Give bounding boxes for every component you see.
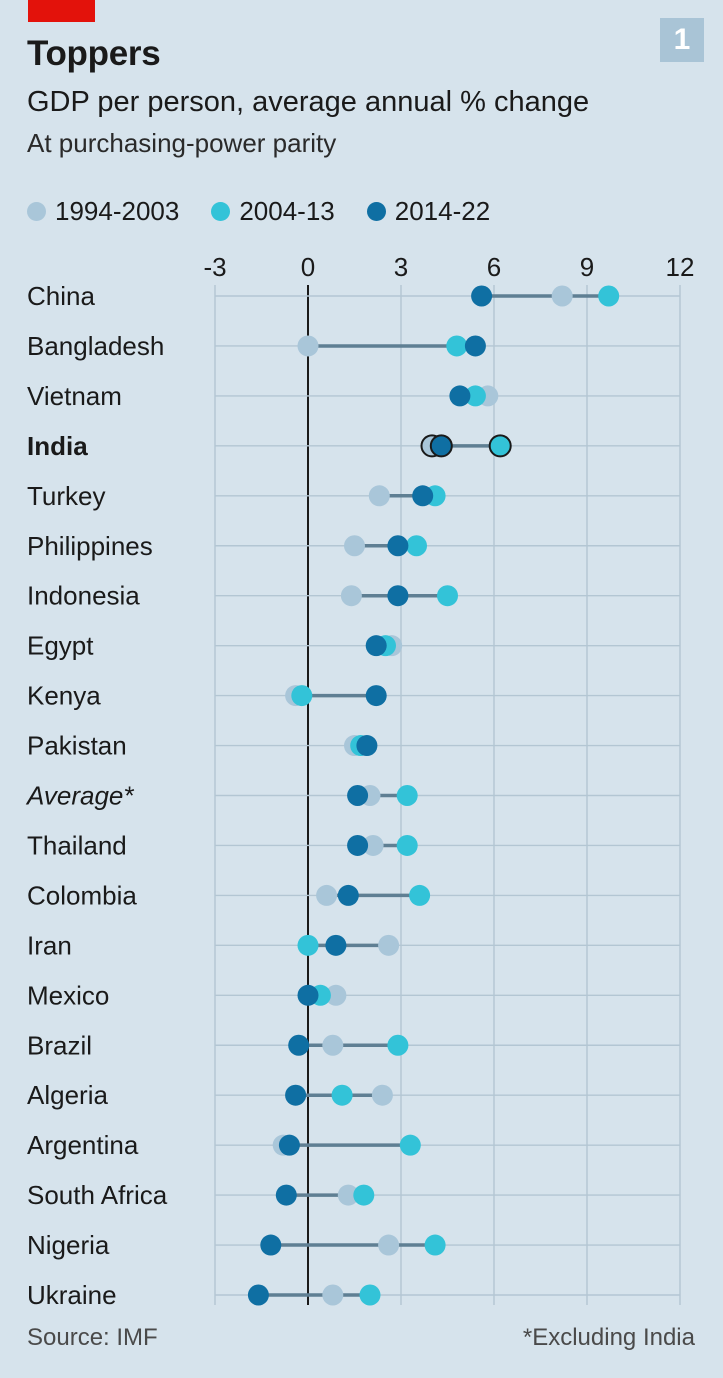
footnote: *Excluding India — [523, 1324, 695, 1352]
category-label: Colombia — [27, 880, 137, 910]
data-point-2004-13 — [406, 535, 427, 556]
category-label: Brazil — [27, 1030, 92, 1060]
data-point-2004-13 — [397, 785, 418, 806]
data-point-2014-22 — [325, 935, 346, 956]
category-label: South Africa — [27, 1180, 168, 1210]
x-tick-label: 6 — [487, 252, 501, 282]
data-point-2014-22 — [298, 985, 319, 1006]
data-point-2014-22 — [347, 785, 368, 806]
category-label: Turkey — [27, 481, 106, 511]
data-point-1994-2003 — [322, 1035, 343, 1056]
category-label: Iran — [27, 930, 72, 960]
data-point-2004-13 — [409, 885, 430, 906]
data-point-1994-2003 — [372, 1085, 393, 1106]
category-label: Thailand — [27, 830, 127, 860]
data-point-2004-13 — [291, 685, 312, 706]
data-point-2004-13 — [437, 585, 458, 606]
data-point-2014-22 — [412, 485, 433, 506]
category-label: Argentina — [27, 1130, 139, 1160]
data-point-2014-22 — [248, 1285, 269, 1306]
data-point-2014-22 — [288, 1035, 309, 1056]
source-note: Source: IMF — [27, 1324, 158, 1352]
x-tick-label: 12 — [666, 252, 695, 282]
category-label: Average* — [25, 781, 134, 811]
data-point-2004-13 — [387, 1035, 408, 1056]
data-point-1994-2003 — [378, 1235, 399, 1256]
category-label: Philippines — [27, 531, 153, 561]
category-label: Algeria — [27, 1080, 108, 1110]
data-point-2014-22 — [387, 535, 408, 556]
data-point-1994-2003 — [316, 885, 337, 906]
data-point-2004-13 — [360, 1285, 381, 1306]
data-point-2014-22 — [279, 1135, 300, 1156]
data-point-2004-13 — [425, 1235, 446, 1256]
data-point-2014-22 — [285, 1085, 306, 1106]
category-label: Vietnam — [27, 381, 122, 411]
data-point-2014-22 — [431, 435, 452, 456]
data-point-2004-13 — [446, 335, 467, 356]
data-point-1994-2003 — [344, 535, 365, 556]
category-label: Nigeria — [27, 1230, 110, 1260]
data-point-2014-22 — [356, 735, 377, 756]
data-point-2014-22 — [387, 585, 408, 606]
x-tick-label: 9 — [580, 252, 594, 282]
data-point-1994-2003 — [378, 935, 399, 956]
data-point-2014-22 — [465, 335, 486, 356]
dot-plot-chart: -3 0 3 6 9 12 China Bangladesh Vietnam India Turke… — [0, 0, 723, 1378]
data-point-2004-13 — [598, 286, 619, 307]
data-point-1994-2003 — [552, 286, 573, 307]
data-point-2014-22 — [366, 635, 387, 656]
data-point-2014-22 — [338, 885, 359, 906]
category-label: Indonesia — [27, 581, 140, 611]
data-point-2004-13 — [353, 1185, 374, 1206]
data-point-1994-2003 — [369, 485, 390, 506]
category-label: Kenya — [27, 681, 101, 711]
data-point-2004-13 — [397, 835, 418, 856]
data-point-2004-13 — [298, 935, 319, 956]
data-point-2004-13 — [400, 1135, 421, 1156]
x-tick-label: 0 — [301, 252, 315, 282]
data-point-1994-2003 — [341, 585, 362, 606]
data-point-1994-2003 — [298, 335, 319, 356]
data-point-2014-22 — [276, 1185, 297, 1206]
category-label: Egypt — [27, 631, 94, 661]
data-point-2014-22 — [366, 685, 387, 706]
data-point-2004-13 — [490, 435, 511, 456]
data-point-2004-13 — [332, 1085, 353, 1106]
category-label: Mexico — [27, 980, 109, 1010]
data-point-2014-22 — [347, 835, 368, 856]
data-point-2014-22 — [471, 286, 492, 307]
data-point-1994-2003 — [322, 1285, 343, 1306]
x-tick-label: -3 — [203, 252, 226, 282]
data-point-2014-22 — [260, 1235, 281, 1256]
category-label: India — [27, 431, 88, 461]
category-label: Ukraine — [27, 1280, 117, 1310]
category-label: China — [27, 281, 95, 311]
category-label: Bangladesh — [27, 331, 164, 361]
x-tick-label: 3 — [394, 252, 408, 282]
data-point-2014-22 — [449, 385, 470, 406]
category-label: Pakistan — [27, 731, 127, 761]
